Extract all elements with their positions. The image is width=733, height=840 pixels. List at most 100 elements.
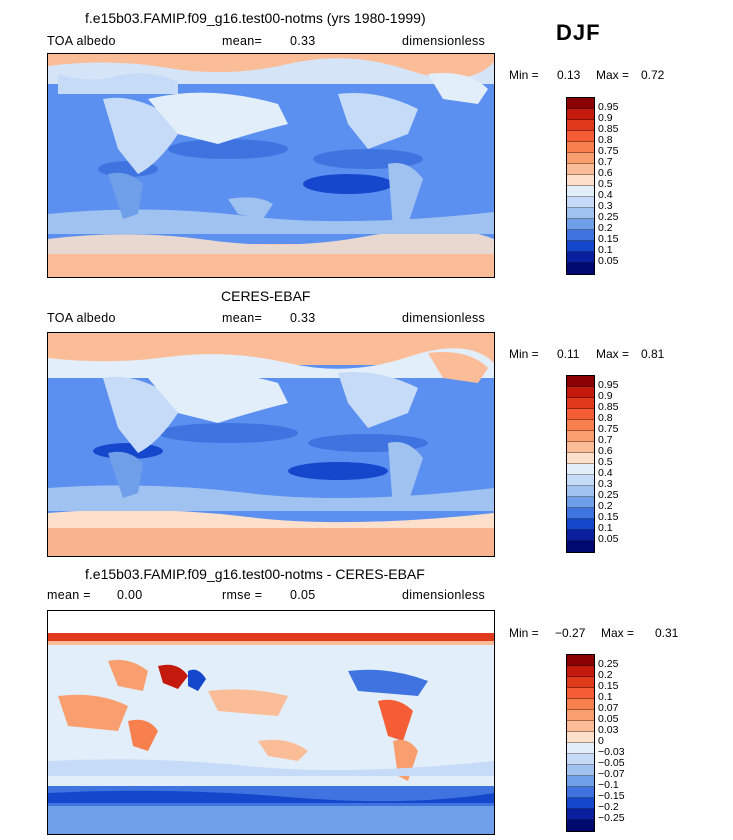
field-label: TOA albedo [47,311,116,325]
colorbar-swatch [567,109,594,120]
colorbar-label: 0.8 [598,134,613,146]
max-label: Max = [596,68,630,82]
colorbar-label: 0.03 [598,724,619,736]
colorbar-swatch [567,420,594,431]
colorbar-label: 0.7 [598,434,613,446]
difference-map-field [48,611,494,834]
colorbar-label: 0.9 [598,112,613,124]
units-label: dimensionless [402,311,486,325]
colorbar-label: 0.3 [598,200,613,212]
colorbar-swatch [567,497,594,508]
colorbar-swatch [567,486,594,497]
colorbar-swatch [567,765,594,776]
colorbar-label: 0 [598,735,604,747]
colorbar-swatch [567,230,594,241]
colorbar-label: 0.2 [598,222,613,234]
colorbar-label: 0.85 [598,401,619,413]
colorbar-label: 0.95 [598,101,619,113]
colorbar-swatch [567,153,594,164]
mean-value: 0.33 [290,311,316,325]
colorbar-label: 0.25 [598,489,619,501]
colorbar-label: 0.75 [598,145,619,157]
colorbar-swatch [567,164,594,175]
panel-title: f.e15b03.FAMIP.f09_g16.test00-notms - CE… [85,566,425,582]
colorbar-label: 0.6 [598,445,613,457]
colorbar-swatch [567,219,594,230]
colorbar-label: −0.25 [598,812,625,824]
albedo-map [47,53,495,278]
colorbar-swatch [567,376,594,387]
colorbar-label: 0.1 [598,244,613,256]
mean-label: mean= [222,311,263,325]
albedo-map-field [48,54,494,277]
colorbar-swatch [567,387,594,398]
panel-title: CERES-EBAF [221,288,311,304]
colorbar-swatch [567,263,594,274]
colorbar-label: 0.05 [598,533,619,545]
colorbar-swatch [567,241,594,252]
min-label: Min = [509,347,539,361]
colorbar-swatch [567,131,594,142]
colorbar-swatch [567,754,594,765]
albedo-map [47,332,495,557]
colorbar-swatch [567,208,594,219]
colorbar-swatch [567,464,594,475]
colorbar-swatch [567,787,594,798]
colorbar-swatches [566,654,595,832]
colorbar-label: −0.07 [598,768,625,780]
min-label: Min = [509,626,539,640]
colorbar-label: 0.25 [598,658,619,670]
colorbar-label: −0.05 [598,757,625,769]
colorbar-label: 0.05 [598,713,619,725]
panel-title: f.e15b03.FAMIP.f09_g16.test00-notms (yrs… [85,10,426,26]
min-value: −0.27 [555,626,586,640]
colorbar-swatch [567,666,594,677]
colorbar-swatch [567,699,594,710]
albedo-map-field [48,333,494,556]
colorbar-swatch [567,776,594,787]
mean-value: 0.33 [290,34,316,48]
colorbar-swatch [567,120,594,131]
colorbar-label: 0.1 [598,522,613,534]
colorbar-label: −0.2 [598,801,619,813]
max-value: 0.31 [655,626,679,640]
colorbar-swatch [567,398,594,409]
min-label: Min = [509,68,539,82]
colorbar-label: 0.4 [598,189,613,201]
colorbar-swatch [567,655,594,666]
colorbar-label: 0.05 [598,255,619,267]
colorbar-label: −0.15 [598,790,625,802]
colorbar-label: 0.5 [598,178,613,190]
colorbar-swatch [567,142,594,153]
colorbar-label: 0.25 [598,211,619,223]
colorbar-label: 0.07 [598,702,619,714]
colorbar-swatch [567,508,594,519]
colorbar-swatch [567,530,594,541]
colorbar-label: 0.9 [598,390,613,402]
mean-value: 0.00 [117,588,143,602]
max-label: Max = [596,347,630,361]
colorbar-swatch [567,710,594,721]
colorbar-swatch [567,688,594,699]
colorbar-swatch [567,186,594,197]
colorbar-label: 0.2 [598,500,613,512]
colorbar-swatch [567,677,594,688]
units-label: dimensionless [402,34,486,48]
colorbar-swatch [567,820,594,831]
colorbar-swatches [566,375,595,553]
colorbar-label: 0.15 [598,233,619,245]
colorbar-label: 0.2 [598,669,613,681]
season-label: DJF [556,20,601,45]
colorbar-label: 0.8 [598,412,613,424]
max-label: Max = [601,626,635,640]
colorbar-swatch [567,431,594,442]
rmse-value: 0.05 [290,588,316,602]
colorbar-label: 0.15 [598,511,619,523]
max-value: 0.72 [641,68,665,82]
colorbar-label: 0.5 [598,456,613,468]
colorbar-label: 0.75 [598,423,619,435]
colorbar-swatch [567,721,594,732]
colorbar-swatch [567,519,594,530]
colorbar-label: 0.85 [598,123,619,135]
min-value: 0.11 [557,347,580,361]
